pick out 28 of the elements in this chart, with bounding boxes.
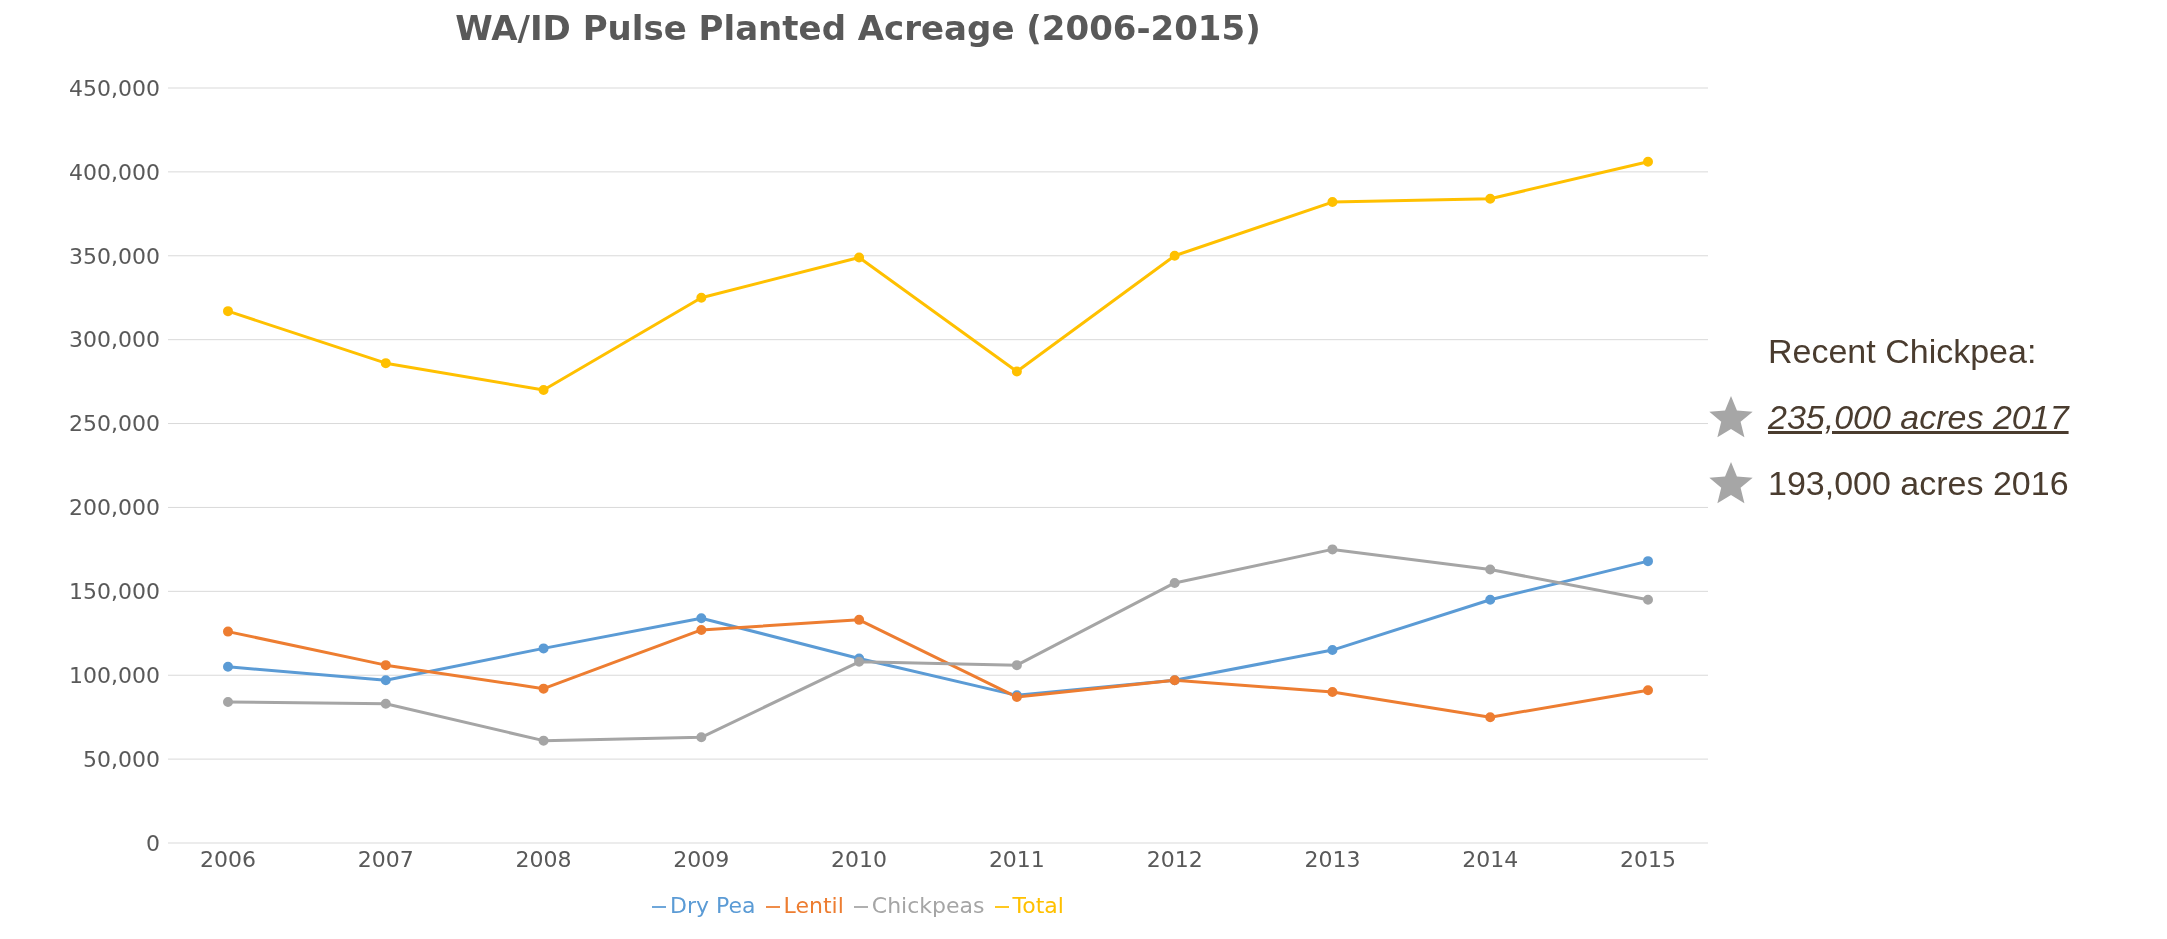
text: 235,000 acres 2017 [1768,397,2069,437]
x-tick-label: 2012 [1146,846,1203,872]
text: Recent Chickpea: [1768,331,2037,371]
x-tick-label: 2008 [515,846,572,872]
x-tick-label: 2006 [200,846,256,872]
y-tick-label: 200,000 [69,495,160,521]
y-tick-label: 450,000 [69,75,160,101]
x-tick-label: 2007 [357,846,414,872]
y-tick-label: 350,000 [69,243,160,269]
x-tick-label: 2014 [1462,846,1519,872]
x-tick-label: 2010 [831,846,888,872]
x-tick-label: 2011 [988,846,1045,872]
y-tick-label: 100,000 [69,663,160,689]
legend-label: Dry Pea [670,893,756,918]
x-tick-label: 2015 [1620,846,1676,872]
y-tick-label: 150,000 [69,579,160,605]
y-tick-label: 50,000 [83,746,160,772]
chart-title: WA/ID Pulse Planted Acreage (2006-2015) [454,8,1262,48]
legend-label: Lentil [783,893,844,918]
text: 193,000 acres 2016 [1768,463,2069,503]
y-tick-label: 0 [146,830,160,856]
y-tick-label: 400,000 [69,159,160,185]
legend-label: Total [1012,893,1064,918]
y-tick-label: 300,000 [69,327,160,353]
x-tick-label: 2009 [673,846,730,872]
legend-label: Chickpeas [871,893,985,918]
x-tick-label: 2013 [1304,846,1361,872]
y-tick-label: 250,000 [69,411,160,437]
